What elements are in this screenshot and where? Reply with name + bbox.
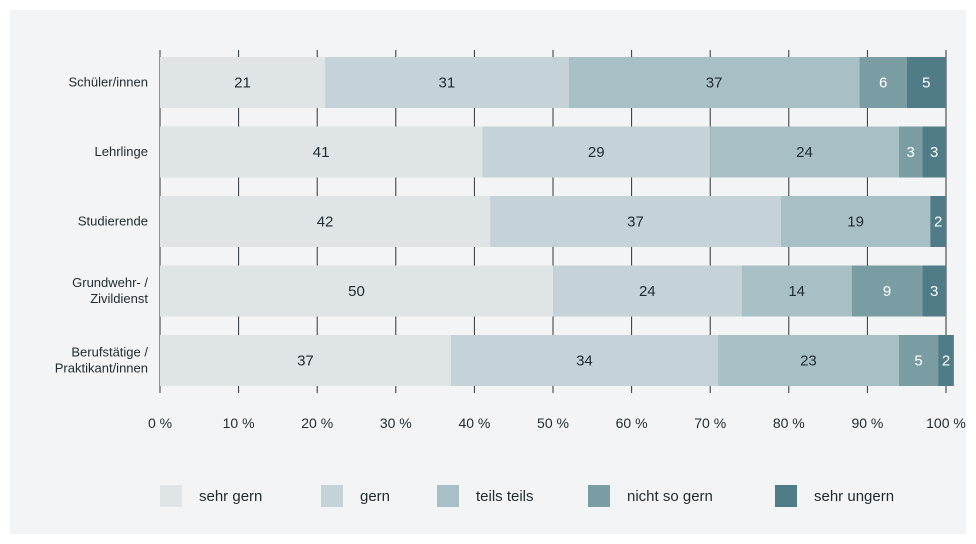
bar-value-label: 2: [942, 353, 950, 370]
bar-segment: [938, 335, 954, 386]
bar-segment: [160, 126, 483, 178]
bar-segment: [160, 196, 491, 247]
legend-label: sehr ungern: [814, 488, 894, 505]
stacked-bar-chart: 21 31 37 6 541 29 24 3 342 37 19 250 24 14 9 337 34 23 5 2 …: [55, 50, 966, 507]
bar-value-label: 3: [930, 283, 938, 300]
category-label: Berufstätige / Praktikant/innen: [55, 345, 149, 376]
bar-value-label: 24: [639, 283, 656, 300]
bar-value-label: 9: [883, 283, 891, 300]
bar-value-label: 29: [588, 144, 605, 161]
bar-segment: [780, 196, 931, 247]
bar-segment: [160, 265, 553, 317]
bar-value-label: 3: [906, 144, 914, 161]
legend-label: gern: [360, 488, 390, 505]
bar-segment: [741, 265, 852, 317]
bar-value-label: 37: [297, 353, 314, 370]
category-label: Lehrlinge: [95, 144, 149, 159]
bar-value-label: 24: [796, 144, 813, 161]
bar-segment: [906, 57, 946, 108]
bar-segment: [325, 57, 569, 108]
x-tick-label: 50 %: [537, 415, 569, 431]
bar-segment: [859, 57, 907, 108]
category-label-line: Schüler/innen: [69, 75, 149, 90]
bar-segment: [922, 265, 946, 317]
legend-swatch: [437, 485, 459, 507]
category-label-line: Studierende: [78, 214, 148, 229]
x-tick-label: 60 %: [616, 415, 648, 431]
legend-swatch: [775, 485, 797, 507]
x-tick-label: 30 %: [380, 415, 412, 431]
x-tick-label: 10 %: [223, 415, 255, 431]
bar-segment: [553, 265, 742, 317]
bar-value-label: 5: [914, 353, 922, 370]
bar-segment: [898, 335, 939, 386]
category-label-line: Grundwehr- /: [72, 275, 148, 290]
x-axis-ticks: 0 % 10 % 20 % 30 % 40 % 50 % 60 % 70 % 80 % 90 % 1…: [148, 415, 966, 431]
x-tick-label: 80 %: [773, 415, 805, 431]
x-tick-label: 90 %: [851, 415, 883, 431]
bar-value-label: 21: [234, 75, 251, 92]
legend-swatch: [588, 485, 610, 507]
x-tick-label: 40 %: [458, 415, 490, 431]
bar-value-label: 3: [930, 144, 938, 161]
bar-segment: [568, 57, 860, 108]
bar-value-label: 42: [317, 214, 334, 231]
bars: 21 31 37 6 541 29 24 3 342 37 19 250 24 14 9 337 34 23 5 2: [160, 57, 954, 386]
x-tick-label: 0 %: [148, 415, 172, 431]
bar-value-label: 34: [576, 353, 593, 370]
chart-panel: 21 31 37 6 5 41 29 24 3 3 42 37 19 2 50 24 14 9 3 37 34 23 5 2 …: [10, 10, 966, 534]
x-tick-label: 70 %: [694, 415, 726, 431]
bar-value-label: 5: [922, 75, 930, 92]
legend-swatch: [321, 485, 343, 507]
legend-label: teils teils: [476, 488, 534, 505]
bar-value-label: 31: [439, 75, 456, 92]
legend-label: nicht so gern: [627, 488, 713, 505]
bar-value-label: 41: [313, 144, 330, 161]
bar-segment: [160, 335, 451, 386]
x-tick-label: 20 %: [301, 415, 333, 431]
bar-segment: [930, 196, 946, 247]
bar-segment: [160, 57, 326, 108]
legend: sehr gern gern teils teils nicht so gern seh…: [160, 485, 894, 507]
legend-swatch: [160, 485, 182, 507]
category-label: Grundwehr- / Zivildienst: [72, 275, 148, 306]
category-labels: Schüler/innen Lehrlinge Studierende Grundwe…: [55, 75, 149, 376]
bar-value-label: 50: [348, 283, 365, 300]
x-tick-label: 100 %: [926, 415, 966, 431]
category-label: Studierende: [78, 214, 148, 229]
bar-segment: [482, 126, 711, 178]
category-label-line: Lehrlinge: [95, 144, 149, 159]
bar-value-label: 6: [879, 75, 887, 92]
bar-segment: [450, 335, 719, 386]
category-label-line: Praktikant/innen: [55, 361, 148, 376]
bar-value-label: 2: [934, 214, 942, 231]
category-label-line: Zivildienst: [90, 291, 148, 306]
bar-value-label: 37: [706, 75, 723, 92]
bar-segment: [898, 126, 923, 178]
bar-value-label: 14: [788, 283, 805, 300]
category-label-line: Berufstätige /: [71, 345, 148, 360]
legend-label: sehr gern: [199, 488, 262, 505]
bar-segment: [710, 126, 899, 178]
bar-value-label: 23: [800, 353, 817, 370]
bar-value-label: 37: [627, 214, 644, 231]
bar-segment: [922, 126, 946, 178]
bar-segment: [718, 335, 899, 386]
bar-segment: [490, 196, 781, 247]
bar-value-label: 19: [847, 214, 864, 231]
bar-segment: [851, 265, 923, 317]
category-label: Schüler/innen: [69, 75, 149, 90]
